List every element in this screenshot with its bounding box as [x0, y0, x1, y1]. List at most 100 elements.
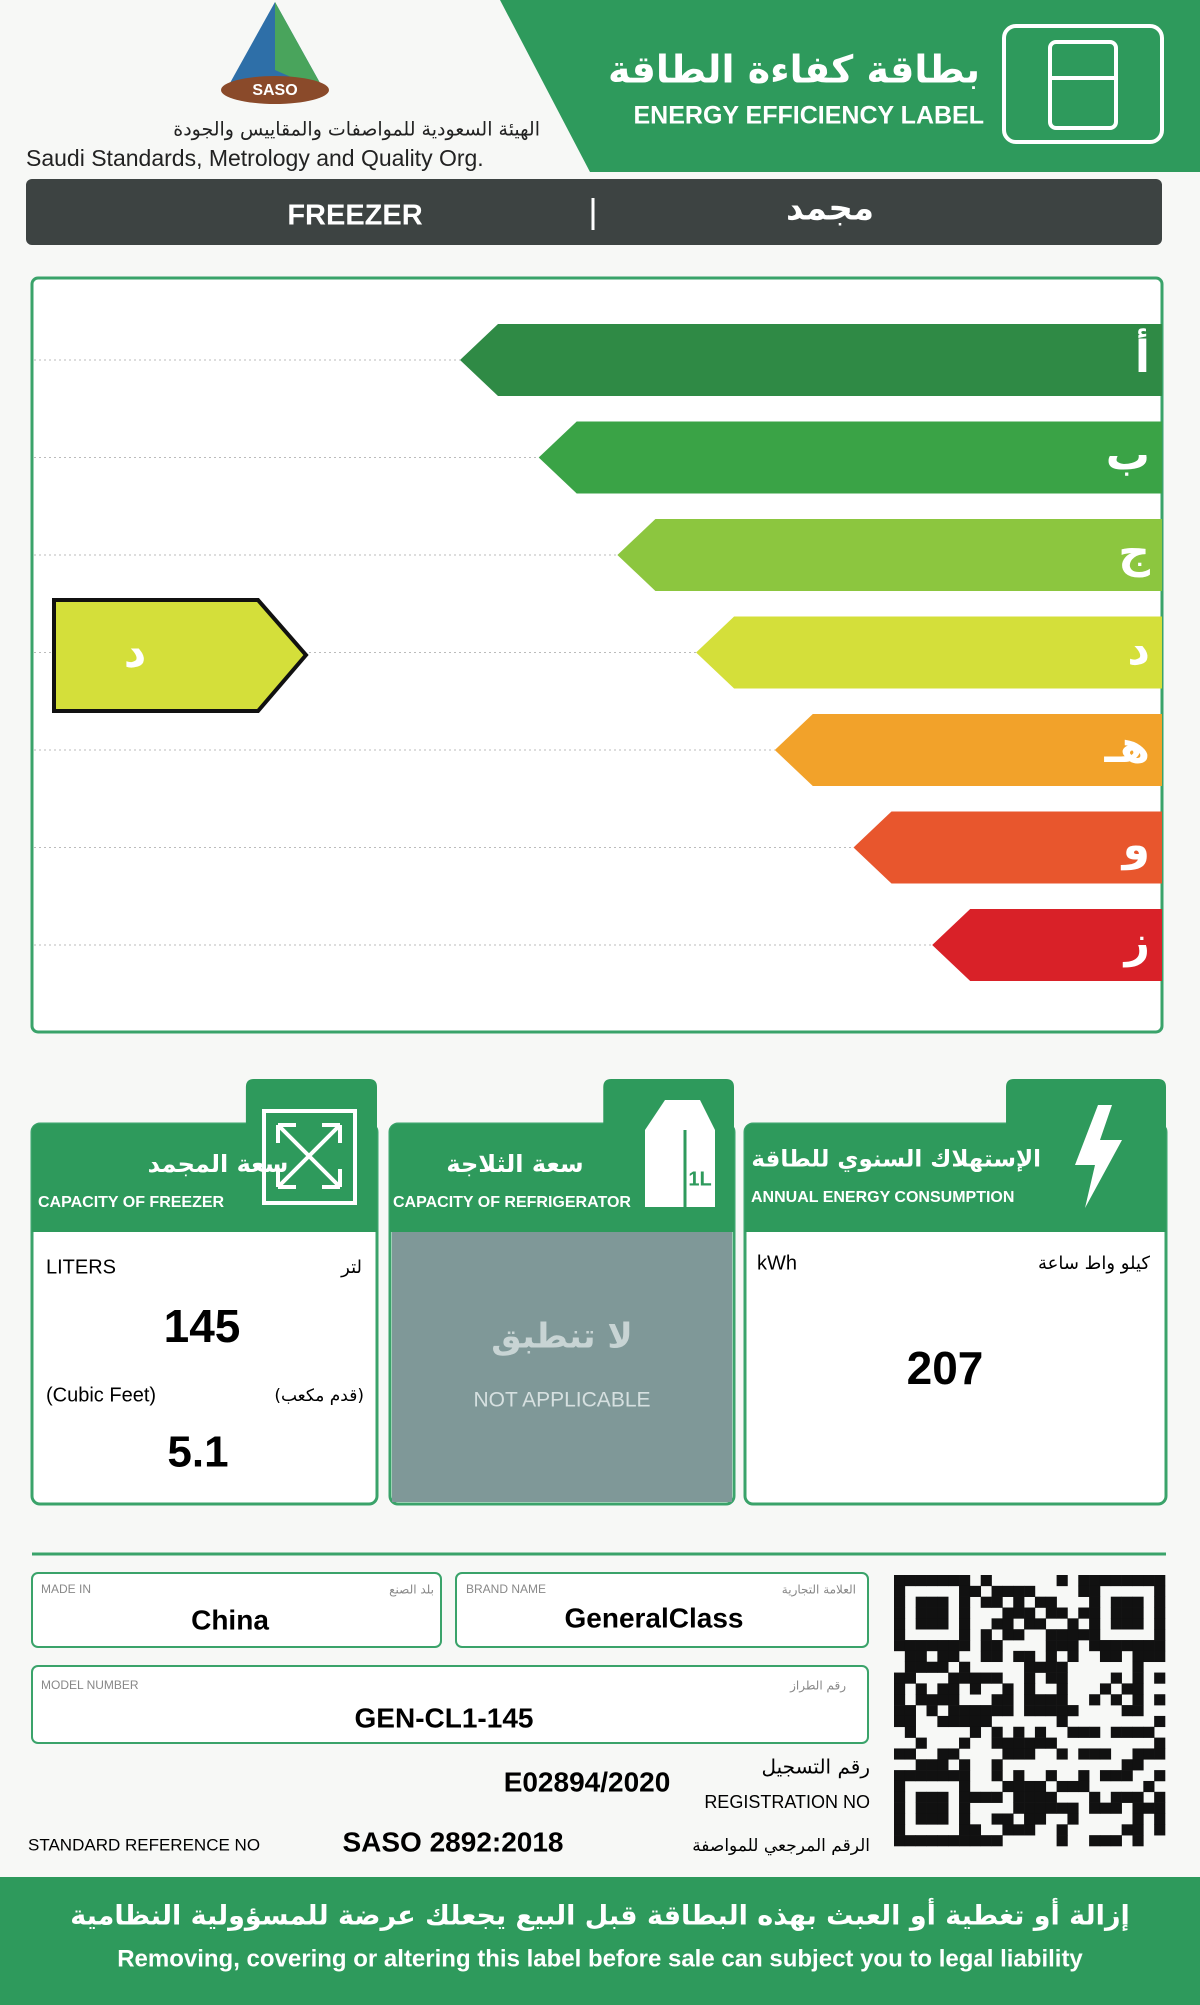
qr-module — [894, 1575, 906, 1587]
qr-module — [959, 1585, 971, 1597]
qr-module — [1132, 1694, 1144, 1706]
qr-module — [1024, 1672, 1036, 1684]
qr-module — [937, 1802, 949, 1814]
warning-en: Removing, covering or altering this labe… — [117, 1945, 1083, 1972]
qr-module — [980, 1835, 992, 1847]
qr-code — [894, 1575, 1166, 1847]
qr-module — [904, 1715, 916, 1728]
qr-module — [1143, 1802, 1155, 1814]
qr-module — [1045, 1607, 1057, 1619]
brand: GeneralClass — [565, 1602, 744, 1633]
unit-en: kWh — [757, 1252, 797, 1274]
unit-ar: كيلو واط ساعة — [1038, 1253, 1150, 1274]
qr-module — [1056, 1694, 1068, 1706]
qr-module — [991, 1726, 1003, 1738]
label-en: MODEL NUMBER — [41, 1678, 139, 1692]
info-box — [31, 1665, 869, 1744]
qr-module — [1132, 1759, 1144, 1771]
qr-module — [1154, 1672, 1166, 1684]
qr-module — [959, 1835, 971, 1847]
qr-module — [1143, 1780, 1155, 1793]
qr-module — [1110, 1575, 1122, 1587]
qr-module — [894, 1770, 906, 1782]
qr-module — [1024, 1650, 1036, 1663]
qr-module — [948, 1748, 960, 1760]
qr-module — [1110, 1640, 1122, 1652]
qr-module — [926, 1705, 938, 1717]
qr-module — [1099, 1835, 1112, 1847]
qr-module — [948, 1683, 960, 1695]
qr-module — [948, 1575, 960, 1587]
qr-module — [1132, 1813, 1144, 1825]
qr-module — [1132, 1705, 1144, 1717]
current-class-arrow — [52, 598, 309, 713]
qr-module — [1034, 1802, 1047, 1814]
qr-module — [937, 1607, 949, 1619]
qr-module — [915, 1791, 927, 1803]
qr-module — [1110, 1694, 1122, 1706]
qr-module — [969, 1715, 982, 1728]
qr-module — [1056, 1661, 1068, 1673]
class-arrow — [617, 519, 1162, 591]
fridge-icon — [1048, 40, 1118, 130]
qr-module — [1132, 1618, 1144, 1630]
qr-module — [915, 1694, 927, 1706]
qr-module — [926, 1802, 938, 1814]
qr-module — [1132, 1824, 1144, 1836]
qr-module — [915, 1737, 927, 1749]
qr-module — [1143, 1726, 1155, 1738]
qr-module — [1154, 1575, 1166, 1587]
qr-module — [1056, 1672, 1068, 1684]
qr-module — [1013, 1585, 1025, 1597]
qr-module — [926, 1835, 938, 1847]
qr-module — [1002, 1824, 1014, 1836]
qr-module — [969, 1672, 982, 1684]
standard: SASO 2892:2018 — [342, 1826, 563, 1857]
qr-module — [894, 1835, 906, 1847]
panel-title-ar: الإستهلاك السنوي للطاقة — [751, 1147, 1041, 1173]
qr-module — [937, 1759, 949, 1771]
qr-module — [915, 1759, 927, 1771]
qr-module — [959, 1575, 971, 1587]
qr-module — [904, 1748, 916, 1760]
qr-module — [969, 1824, 982, 1836]
qr-module — [904, 1575, 916, 1587]
qr-module — [1132, 1835, 1144, 1847]
qr-module — [1045, 1705, 1057, 1717]
qr-module — [1067, 1640, 1079, 1652]
qr-module — [991, 1618, 1003, 1630]
qr-module — [1121, 1726, 1133, 1738]
label-ar: الرقم المرجعي للمواصفة — [692, 1836, 870, 1856]
value: 207 — [907, 1342, 984, 1394]
qr-module — [1099, 1683, 1112, 1695]
qr-module — [980, 1672, 992, 1684]
qr-module — [948, 1640, 960, 1652]
unit-ar: لتر — [340, 1257, 362, 1278]
qr-module — [1056, 1824, 1068, 1836]
panel-header — [32, 1079, 377, 1232]
qr-module — [1024, 1748, 1036, 1760]
qr-module — [937, 1618, 949, 1630]
qr-module — [1154, 1813, 1166, 1825]
qr-module — [1013, 1748, 1025, 1760]
qr-module — [1013, 1596, 1025, 1608]
qr-module — [991, 1813, 1003, 1825]
qr-module — [1154, 1618, 1166, 1630]
qr-module — [1154, 1770, 1166, 1782]
qr-module — [959, 1770, 971, 1782]
logo-text: SASO — [252, 82, 297, 99]
class-arrow — [853, 811, 1162, 884]
qr-module — [1002, 1629, 1014, 1641]
qr-module — [894, 1824, 906, 1836]
qr-module — [937, 1835, 949, 1847]
qr-module — [1034, 1705, 1047, 1717]
qr-module — [894, 1813, 906, 1825]
class-arrow — [774, 714, 1162, 786]
qr-module — [980, 1640, 992, 1652]
qr-module — [926, 1607, 938, 1619]
qr-module — [1056, 1715, 1068, 1728]
qr-module — [915, 1640, 927, 1652]
qr-module — [1024, 1661, 1036, 1673]
panel-title-ar: سعة المجمد — [148, 1150, 289, 1178]
